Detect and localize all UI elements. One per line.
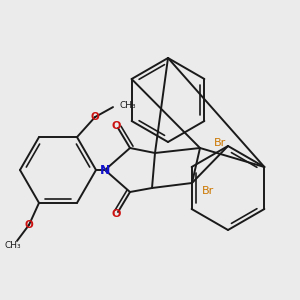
Text: O: O	[111, 209, 121, 219]
Text: N: N	[100, 164, 110, 176]
Text: CH₃: CH₃	[119, 100, 136, 109]
Text: O: O	[25, 220, 33, 230]
Text: O: O	[111, 121, 121, 131]
Text: O: O	[91, 112, 99, 122]
Text: Br: Br	[202, 186, 214, 196]
Text: Br: Br	[214, 138, 226, 148]
Text: CH₃: CH₃	[5, 242, 21, 250]
